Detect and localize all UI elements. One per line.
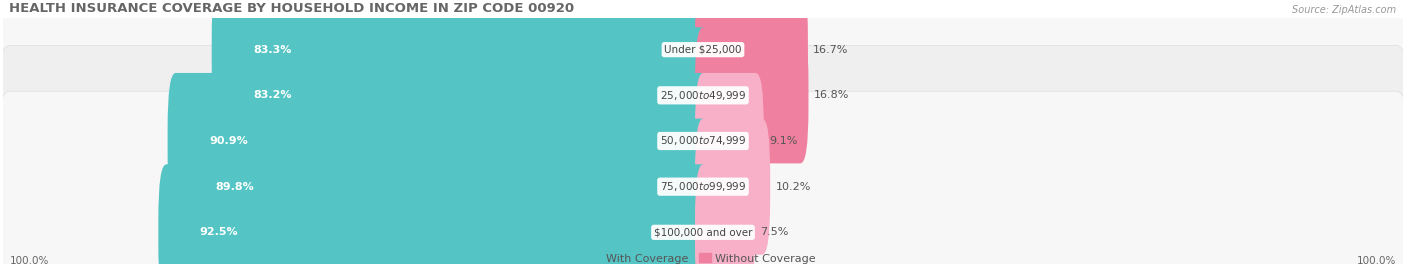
FancyBboxPatch shape [0, 0, 1406, 236]
Text: 16.8%: 16.8% [814, 90, 849, 100]
FancyBboxPatch shape [212, 0, 711, 118]
Text: Under $25,000: Under $25,000 [664, 45, 742, 55]
Text: 89.8%: 89.8% [215, 182, 254, 192]
FancyBboxPatch shape [695, 27, 808, 163]
FancyBboxPatch shape [174, 119, 711, 255]
Text: 100.0%: 100.0% [10, 256, 49, 266]
FancyBboxPatch shape [212, 27, 711, 163]
FancyBboxPatch shape [695, 164, 755, 269]
Text: Source: ZipAtlas.com: Source: ZipAtlas.com [1292, 5, 1396, 15]
FancyBboxPatch shape [695, 0, 808, 118]
Text: HEALTH INSURANCE COVERAGE BY HOUSEHOLD INCOME IN ZIP CODE 00920: HEALTH INSURANCE COVERAGE BY HOUSEHOLD I… [10, 2, 575, 15]
Text: 100.0%: 100.0% [1357, 256, 1396, 266]
FancyBboxPatch shape [0, 45, 1406, 269]
Text: 9.1%: 9.1% [769, 136, 797, 146]
FancyBboxPatch shape [695, 73, 763, 209]
Text: 92.5%: 92.5% [200, 227, 238, 237]
FancyBboxPatch shape [695, 119, 770, 255]
Text: 83.3%: 83.3% [253, 45, 291, 55]
Text: 83.2%: 83.2% [253, 90, 292, 100]
Legend: With Coverage, Without Coverage: With Coverage, Without Coverage [591, 253, 815, 264]
Text: 16.7%: 16.7% [813, 45, 849, 55]
Text: 90.9%: 90.9% [209, 136, 247, 146]
FancyBboxPatch shape [167, 73, 711, 209]
Text: $50,000 to $74,999: $50,000 to $74,999 [659, 134, 747, 147]
FancyBboxPatch shape [159, 164, 711, 269]
FancyBboxPatch shape [0, 0, 1406, 191]
Text: $25,000 to $49,999: $25,000 to $49,999 [659, 89, 747, 102]
Text: 7.5%: 7.5% [759, 227, 789, 237]
FancyBboxPatch shape [0, 91, 1406, 269]
Text: 10.2%: 10.2% [776, 182, 811, 192]
Text: $75,000 to $99,999: $75,000 to $99,999 [659, 180, 747, 193]
Text: $100,000 and over: $100,000 and over [654, 227, 752, 237]
